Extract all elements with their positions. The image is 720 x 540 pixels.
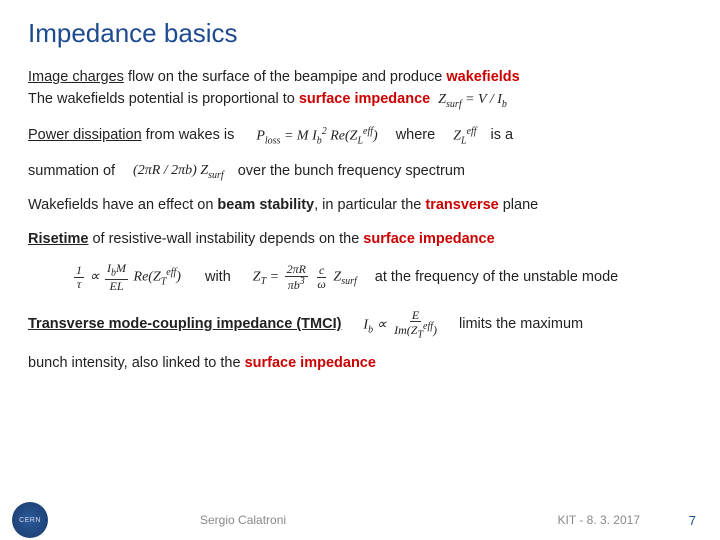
txt-where: where bbox=[396, 125, 436, 147]
txt-image-charges: Image charges bbox=[28, 69, 124, 85]
txt: from wakes is bbox=[142, 127, 235, 143]
slide-title: Impedance basics bbox=[28, 18, 692, 49]
txt: flow on the surface of the beampipe and … bbox=[124, 69, 446, 85]
txt-is-a: is a bbox=[491, 125, 514, 147]
footer-page-number: 7 bbox=[689, 513, 696, 528]
txt-tmci: Transverse mode-coupling impedance (TMCI… bbox=[28, 314, 341, 336]
txt-with: with bbox=[205, 267, 231, 289]
slide-content: Image charges flow on the surface of the… bbox=[28, 67, 692, 375]
txt-surface-impedance-3: surface impedance bbox=[245, 355, 376, 371]
txt-over-bunch: over the bunch frequency spectrum bbox=[238, 161, 465, 183]
txt: bunch intensity, also linked to the bbox=[28, 355, 245, 371]
txt: Wakefields have an effect on bbox=[28, 197, 217, 213]
footer: CERN Sergio Calatroni KIT - 8. 3. 2017 7 bbox=[0, 500, 720, 540]
txt-surface-impedance-2: surface impedance bbox=[363, 231, 494, 247]
formula-tau: 1τ ∝ IbMEL Re(ZTeff) bbox=[68, 262, 185, 292]
txt-beam-stability: beam stability bbox=[217, 197, 314, 213]
formula-sum: (2πR / 2πb) Zsurf bbox=[129, 160, 228, 183]
txt: of resistive-wall instability depends on… bbox=[88, 231, 363, 247]
formula-ib: Ib ∝ EIm(ZTeff) bbox=[359, 309, 445, 341]
formula-ploss: Ploss = M Ib2 Re(ZLeff) bbox=[252, 124, 381, 148]
footer-author: Sergio Calatroni bbox=[200, 513, 286, 527]
para-risetime: Risetime of resistive-wall instability d… bbox=[28, 229, 692, 251]
txt: , in particular the bbox=[314, 197, 425, 213]
formula-zleff: ZLeff bbox=[449, 124, 480, 148]
txt-wakefields: wakefields bbox=[446, 69, 519, 85]
cern-logo-icon: CERN bbox=[12, 502, 48, 538]
txt-limits: limits the maximum bbox=[459, 314, 583, 336]
txt-risetime: Risetime bbox=[28, 231, 88, 247]
txt-transverse: transverse bbox=[425, 197, 498, 213]
para-tau-formula: 1τ ∝ IbMEL Re(ZTeff) with ZT = 2πRπb3 cω… bbox=[28, 262, 692, 292]
txt: The wakefields potential is proportional… bbox=[28, 91, 299, 107]
para-bunch-intensity: bunch intensity, also linked to the surf… bbox=[28, 353, 692, 375]
footer-date: KIT - 8. 3. 2017 bbox=[558, 513, 641, 527]
para-1: Image charges flow on the surface of the… bbox=[28, 67, 692, 112]
txt: plane bbox=[499, 197, 539, 213]
para-tmci: Transverse mode-coupling impedance (TMCI… bbox=[28, 309, 692, 341]
txt-unstable-mode: at the frequency of the unstable mode bbox=[375, 267, 618, 289]
txt-summation: summation of bbox=[28, 161, 115, 183]
para-summation: summation of (2πR / 2πb) Zsurf over the … bbox=[28, 160, 692, 183]
formula-zt: ZT = 2πRπb3 cω Zsurf bbox=[249, 263, 361, 291]
formula-zsurf: Zsurf = V / Ib bbox=[434, 92, 511, 107]
txt-surface-impedance: surface impedance bbox=[299, 91, 430, 107]
para-stability: Wakefields have an effect on beam stabil… bbox=[28, 195, 692, 217]
txt-power-dissipation: Power dissipation bbox=[28, 127, 142, 143]
para-power: Power dissipation from wakes is Ploss = … bbox=[28, 124, 692, 148]
